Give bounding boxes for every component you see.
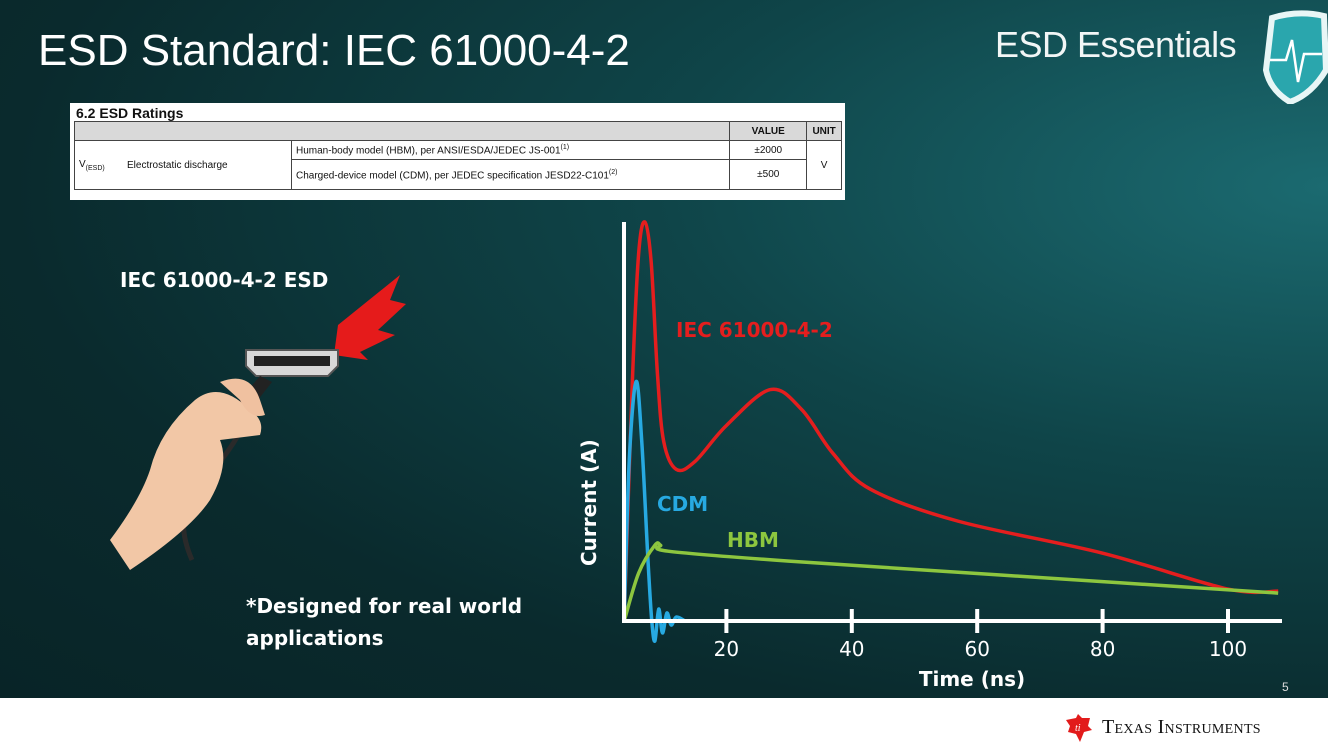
series-label-iec: IEC 61000-4-2 bbox=[676, 318, 833, 342]
series-line-hbm bbox=[622, 541, 1279, 622]
header-unit: UNIT bbox=[806, 121, 842, 141]
slide-title: ESD Standard: IEC 61000-4-2 bbox=[38, 26, 630, 75]
note-line-2: applications bbox=[246, 626, 384, 650]
esd-waveform-chart: 20 40 60 80 100 Current (A) Time (ns) IEC 61… bbox=[577, 220, 1282, 691]
y-axis-label: Current (A) bbox=[577, 439, 601, 566]
shield-logo-icon bbox=[1262, 10, 1328, 104]
texas-instruments-logo-icon: ti bbox=[1066, 714, 1092, 742]
x-tick-label-40: 40 bbox=[839, 637, 864, 661]
iec-esd-label: IEC 61000-4-2 ESD bbox=[120, 268, 329, 292]
hand-hdmi-illustration bbox=[110, 275, 406, 570]
parameter-cell: Electrostatic discharge bbox=[123, 140, 292, 190]
hbm-condition: Human-body model (HBM), per ANSI/ESDA/JE… bbox=[290, 140, 731, 160]
texas-instruments-wordmark: Texas Instruments bbox=[1102, 716, 1261, 738]
hdmi-connector-icon bbox=[245, 349, 339, 377]
x-tick-label-80: 80 bbox=[1090, 637, 1115, 661]
cdm-value: ±500 bbox=[729, 159, 808, 190]
header-value: VALUE bbox=[729, 121, 808, 141]
symbol-cell: V(ESD) bbox=[74, 140, 123, 190]
x-axis-label: Time (ns) bbox=[919, 667, 1025, 691]
footer-bar bbox=[0, 698, 1328, 746]
esd-ratings-table: 6.2 ESD Ratings VALUE UNIT V(ESD) Electr… bbox=[70, 103, 845, 200]
x-tick-label-20: 20 bbox=[714, 637, 739, 661]
series-label-cdm: CDM bbox=[657, 492, 708, 516]
x-tick-label-60: 60 bbox=[964, 637, 989, 661]
lightning-icon bbox=[334, 275, 406, 360]
brand-title: ESD Essentials bbox=[995, 24, 1237, 65]
note-line-1: *Designed for real world bbox=[246, 594, 523, 618]
page-number: 5 bbox=[1282, 680, 1289, 694]
table-title: 6.2 ESD Ratings bbox=[76, 104, 184, 121]
hbm-value: ±2000 bbox=[729, 140, 808, 160]
series-line-iec-61000-4-2 bbox=[622, 220, 1279, 622]
series-line-cdm bbox=[622, 379, 686, 643]
svg-text:ti: ti bbox=[1075, 723, 1081, 734]
cdm-condition: Charged-device model (CDM), per JEDEC sp… bbox=[290, 159, 731, 190]
real-world-note: *Designed for real world applications bbox=[246, 590, 522, 654]
unit-cell: V bbox=[806, 140, 842, 190]
x-tick-label-100: 100 bbox=[1209, 637, 1247, 661]
series-label-hbm: HBM bbox=[727, 528, 779, 552]
